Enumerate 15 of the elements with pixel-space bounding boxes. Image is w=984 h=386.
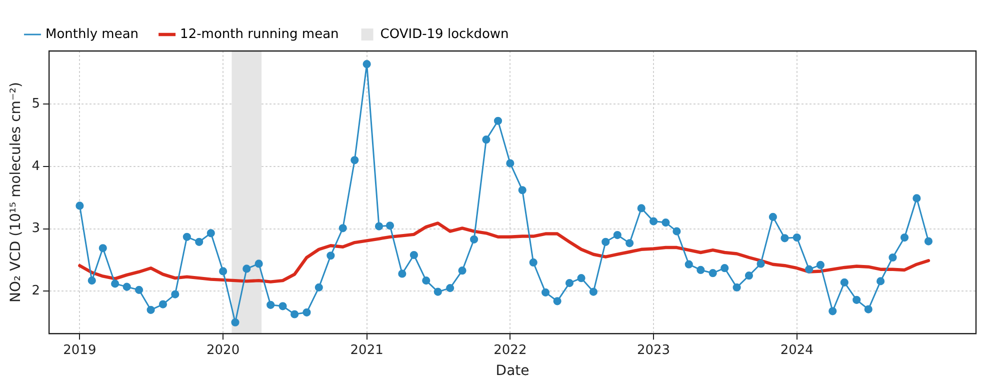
y-axis-title: NO₂ VCD (10¹⁵ molecules cm⁻²) [8, 82, 24, 303]
legend-label: COVID-19 lockdown [380, 26, 509, 42]
x-tick-label: 2022 [494, 342, 527, 358]
x-tick-label: 2021 [350, 342, 384, 358]
x-axis-title: Date [496, 363, 530, 380]
y-tick-label: 2 [32, 284, 40, 299]
x-tick-label: 2024 [780, 342, 814, 358]
x-tick-label: 2020 [206, 342, 240, 358]
legend-label: 12-month running mean [180, 26, 339, 42]
y-tick-label: 3 [32, 221, 40, 236]
x-tick-label: 2019 [63, 342, 96, 358]
legend-label: Monthly mean [46, 26, 139, 42]
y-tick-label: 4 [32, 158, 40, 174]
x-tick-label: 2023 [636, 342, 670, 358]
y-tick-label: 5 [32, 96, 40, 112]
